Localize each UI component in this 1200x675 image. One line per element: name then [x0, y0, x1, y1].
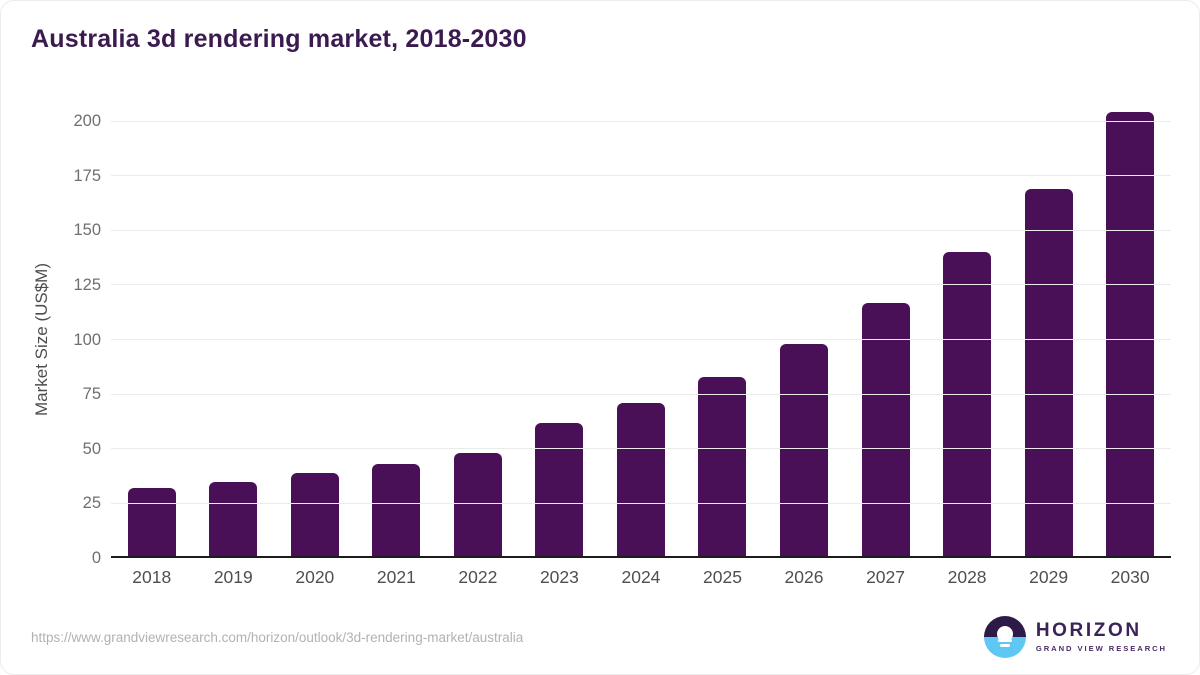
bar-slot	[437, 121, 519, 556]
bar-2018	[127, 488, 176, 556]
sun-circle-icon	[996, 626, 1013, 642]
y-tick-label: 150	[73, 221, 101, 240]
bar-2026	[780, 344, 829, 556]
y-tick-label: 100	[73, 330, 101, 349]
horizon-logo-icon	[983, 616, 1026, 658]
bar-2021	[372, 464, 421, 556]
x-tick-label: 2020	[295, 567, 335, 587]
bar-slot	[600, 121, 682, 556]
x-tick-label: 2027	[866, 567, 906, 587]
x-tick-label: 2030	[1110, 567, 1150, 587]
bar-slot	[193, 121, 275, 556]
plot-area: 0 25 50 75 100 125 150 175 200	[73, 112, 1171, 566]
bar-2020	[290, 472, 339, 556]
bar-2029	[1024, 188, 1073, 556]
x-tick-label: 2022	[458, 567, 498, 587]
bar-2025	[698, 376, 747, 556]
y-tick-label: 75	[82, 385, 101, 404]
gridline	[111, 339, 1171, 340]
gridline	[111, 393, 1171, 395]
y-tick-label: 0	[91, 549, 101, 567]
x-tick-label: 2026	[784, 567, 824, 587]
x-tick-label: 2021	[376, 567, 416, 587]
bar-2022	[453, 453, 502, 556]
x-tick-label: 2019	[213, 567, 253, 587]
gridline	[111, 120, 1171, 122]
y-tick-label: 125	[73, 275, 101, 294]
bar-slot	[763, 121, 845, 556]
y-tick-label: 175	[73, 166, 101, 185]
bar-2024	[616, 403, 665, 556]
bar-2030	[1106, 112, 1155, 556]
water-ripple-icon	[999, 644, 1010, 647]
source-url: https://www.grandviewresearch.com/horizo…	[31, 630, 524, 645]
bar-2027	[861, 302, 910, 556]
x-tick-label: 2028	[947, 567, 987, 587]
bar-series	[111, 112, 1171, 556]
gridline	[111, 284, 1171, 286]
x-axis-labels: 2018 2019 2020 2021 2022 2023 2024 2025 2026 2027…	[111, 567, 1171, 588]
bar-slot	[356, 121, 438, 556]
bar-slot	[519, 121, 601, 556]
bar-slot	[1089, 112, 1171, 556]
y-tick-label: 50	[82, 439, 101, 458]
gridline	[111, 175, 1171, 177]
bar-slot	[1008, 121, 1090, 556]
gridline	[111, 448, 1171, 450]
x-tick-label: 2018	[132, 567, 172, 587]
bar-2019	[209, 481, 258, 556]
bar-slot	[111, 121, 193, 556]
x-tick-label: 2024	[621, 567, 661, 587]
chart-title: Australia 3d rendering market, 2018-2030	[31, 25, 527, 53]
gridline	[111, 229, 1171, 231]
bar-2023	[535, 422, 584, 556]
water-ripple-icon	[997, 639, 1012, 642]
logo-brand: HORIZON	[1035, 620, 1142, 641]
gridline	[111, 502, 1171, 504]
bar-slot	[926, 121, 1008, 556]
horizon-logo: HORIZON GRAND VIEW RESEARCH	[983, 616, 1167, 658]
logo-subtext: GRAND VIEW RESEARCH	[1035, 644, 1167, 653]
x-tick-label: 2025	[703, 567, 742, 587]
y-tick-label: 25	[82, 494, 101, 513]
horizon-logo-text: HORIZON GRAND VIEW RESEARCH	[1036, 621, 1167, 653]
y-axis-title: Market Size (US$M)	[31, 121, 53, 558]
bar-slot	[274, 121, 356, 556]
bar-slot	[845, 121, 927, 556]
bar-2028	[943, 252, 992, 556]
x-tick-label: 2023	[539, 567, 579, 587]
y-tick-label: 200	[73, 112, 101, 130]
y-axis-title-text: Market Size (US$M)	[32, 262, 51, 417]
x-tick-label: 2029	[1029, 567, 1069, 587]
bar-slot	[682, 121, 764, 556]
